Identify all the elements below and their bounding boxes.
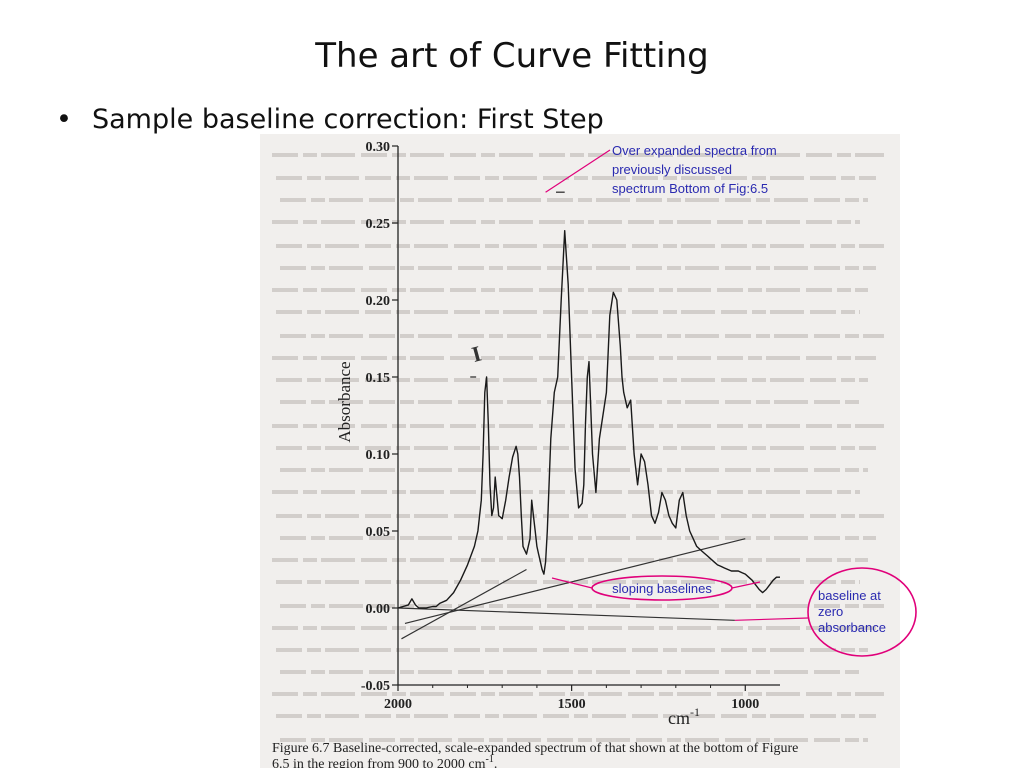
- y-tick-label: 0.10: [366, 448, 391, 463]
- y-tick-label: 0.30: [366, 140, 391, 155]
- zero-baseline-oval: [807, 567, 917, 657]
- figure-caption: Figure 6.7 Baseline-corrected, scale-exp…: [272, 741, 798, 768]
- slide-title: The art of Curve Fitting: [315, 36, 709, 76]
- faint-scanned-text: [272, 153, 884, 742]
- x-tick-label: 1000: [731, 697, 759, 712]
- baseline-line: [401, 568, 527, 640]
- scanned-figure-background: [260, 134, 900, 768]
- scan-bracket-mark: I: [469, 341, 484, 367]
- y-tick-label: 0.15: [366, 371, 391, 386]
- chart-ticks: 0.30 0.25 0.20 0.15 0.10 0.05 0.00 -0.05 2000 150…: [361, 140, 759, 712]
- bullet-dot: •: [56, 104, 72, 135]
- chart-axes: Absorbance cm-1: [335, 146, 780, 728]
- x-axis-label: cm-1: [668, 705, 700, 728]
- x-tick-label: 1500: [558, 697, 586, 712]
- annotation-over-expanded-line: previously discussed: [612, 162, 732, 177]
- spectrum-line: [397, 230, 780, 609]
- baseline-line: [404, 538, 746, 624]
- y-tick-label: -0.05: [361, 679, 390, 694]
- y-tick-label: 0.20: [366, 294, 391, 309]
- annotation-arrow: [731, 581, 761, 589]
- annotation-sloping-baselines: sloping baselines: [612, 581, 712, 596]
- annotation-arrow: [551, 577, 593, 589]
- annotation-zero-baseline-line: zero: [818, 604, 843, 619]
- y-axis-label: Absorbance: [335, 361, 354, 442]
- caption-line-1: Figure 6.7 Baseline-corrected, scale-exp…: [272, 741, 798, 756]
- annotation-over-expanded-line: spectrum Bottom of Fig:6.5: [612, 181, 768, 196]
- baseline-lines: [397, 538, 746, 640]
- x-tick-label: 2000: [384, 697, 412, 712]
- y-tick-label: 0.05: [366, 525, 391, 540]
- baseline-line: [397, 607, 735, 621]
- annotations: Over expanded spectra from previously dis…: [545, 143, 917, 657]
- annotation-arrow: [545, 149, 611, 193]
- annotation-zero-baseline-line: baseline at: [818, 588, 881, 603]
- bullet-item: • Sample baseline correction: First Step: [56, 104, 604, 135]
- annotation-arrow: [734, 617, 809, 621]
- y-tick-label: 0.25: [366, 217, 391, 232]
- bullet-text: Sample baseline correction: First Step: [92, 104, 604, 135]
- caption-line-2: 6.5 in the region from 900 to 2000 cm-1.: [272, 754, 497, 768]
- annotation-over-expanded-line: Over expanded spectra from: [612, 143, 777, 158]
- y-tick-label: 0.00: [366, 602, 391, 617]
- annotation-zero-baseline-line: absorbance: [818, 620, 886, 635]
